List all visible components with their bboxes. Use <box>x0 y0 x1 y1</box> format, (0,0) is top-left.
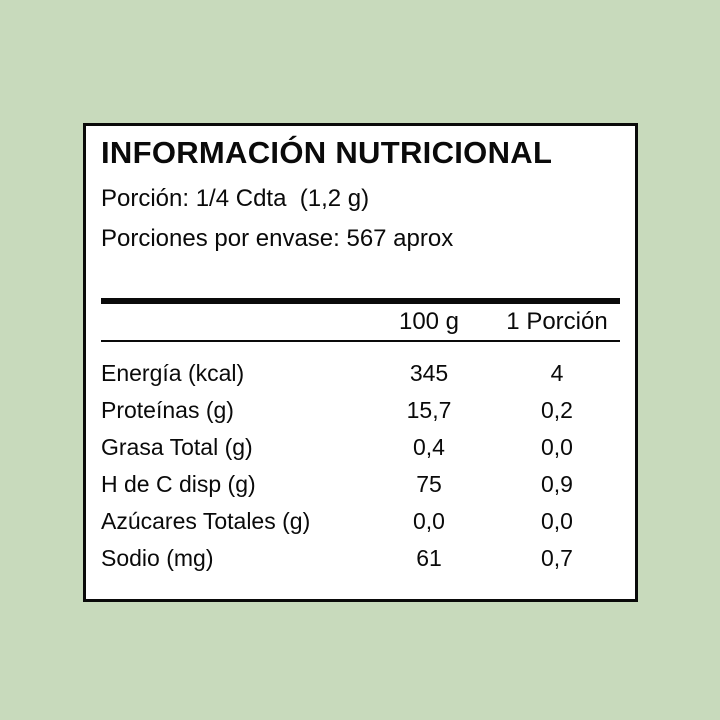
value-per-100g: 0,0 <box>413 508 445 534</box>
value-per-portion: 0,9 <box>541 471 573 497</box>
value-per-100g: 0,4 <box>413 434 445 460</box>
column-header-per-100g: 100 g <box>398 308 460 335</box>
nutrient-label: H de C disp (g) <box>101 471 256 497</box>
nutrient-row-grasa-total: Grasa Total (g) 0,4 0,0 <box>101 429 620 466</box>
value-per-portion: 0,2 <box>541 397 573 423</box>
nutrient-row-azucares: Azúcares Totales (g) 0,0 0,0 <box>101 503 620 540</box>
nutrient-label: Sodio (mg) <box>101 545 214 571</box>
nutrient-row-h-de-c: H de C disp (g) 75 0,9 <box>101 466 620 503</box>
value-per-100g: 61 <box>416 545 442 571</box>
nutrient-label: Grasa Total (g) <box>101 434 253 460</box>
serving-size-line: Porción: 1/4 Cdta (1,2 g) <box>101 185 370 212</box>
nutrient-row-energia: Energía (kcal) 345 4 <box>101 355 620 392</box>
nutrition-title: INFORMACIÓN NUTRICIONAL <box>101 135 553 170</box>
table-header-row: 100 g 1 Porción <box>101 304 620 340</box>
value-per-portion: 0,7 <box>541 545 573 571</box>
value-per-100g: 345 <box>409 360 449 386</box>
value-per-portion: 0,0 <box>541 508 573 534</box>
nutrient-row-sodio: Sodio (mg) 61 0,7 <box>101 540 620 577</box>
value-per-portion: 0,0 <box>541 434 573 460</box>
value-per-100g: 15,7 <box>406 397 452 423</box>
nutrient-label: Azúcares Totales (g) <box>101 508 311 534</box>
nutrition-facts-panel: INFORMACIÓN NUTRICIONAL Porción: 1/4 Cdt… <box>83 123 638 602</box>
column-header-per-portion: 1 Porción <box>506 308 608 335</box>
servings-per-container-line: Porciones por envase: 567 aprox <box>101 225 454 252</box>
nutrient-label: Energía (kcal) <box>101 360 245 386</box>
nutrient-rows: Energía (kcal) 345 4 Proteínas (g) 15,7 … <box>101 342 620 577</box>
table-separator-thin <box>101 340 620 342</box>
nutrient-row-proteinas: Proteínas (g) 15,7 0,2 <box>101 392 620 429</box>
value-per-portion: 4 <box>550 360 564 386</box>
table-separator-thick <box>101 298 620 304</box>
value-per-100g: 75 <box>416 471 442 497</box>
nutrient-label: Proteínas (g) <box>101 397 234 423</box>
